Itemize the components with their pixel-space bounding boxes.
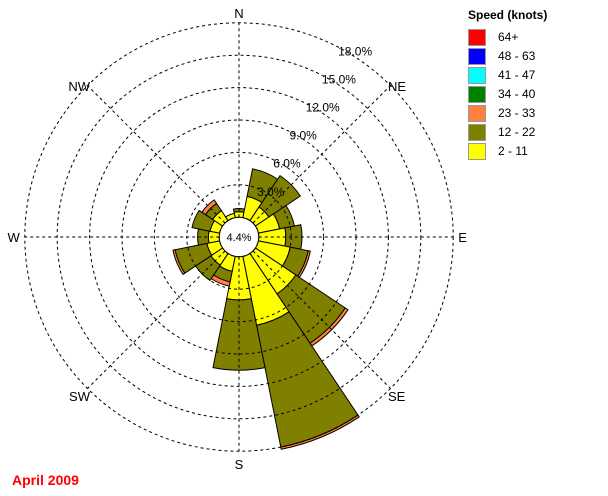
ring-12 (89, 87, 389, 387)
ring-label-12: 12.0% (306, 101, 340, 115)
direction-label-se: SE (388, 389, 406, 404)
chart-labels: N NE E SE S SW W NW 3.0% 6.0% 9.0% 12.0% 15.0% 18.0% 4… (8, 6, 468, 472)
legend-label: 23 - 33 (498, 106, 536, 120)
direction-label-w: W (8, 230, 21, 245)
sector-8-bin-1 (212, 298, 266, 371)
legend-label: 2 - 11 (498, 144, 528, 158)
ring-label-3: 3.0% (257, 185, 285, 199)
spoke-sw (87, 250, 226, 389)
direction-label-ne: NE (388, 79, 406, 94)
legend-label: 41 - 47 (498, 68, 536, 82)
spoke-se (252, 250, 391, 389)
direction-label-n: N (234, 6, 243, 21)
spoke-nw (87, 85, 226, 224)
spoke-ne (252, 85, 391, 224)
direction-label-s: S (235, 457, 244, 472)
sector-11-bin-2 (172, 249, 186, 276)
legend-title: Speed (knots) (468, 8, 548, 22)
direction-label-e: E (458, 230, 467, 245)
legend-swatch (468, 143, 486, 160)
ring-label-6: 6.0% (273, 157, 301, 171)
chart-footer-date: April 2009 (12, 472, 79, 488)
legend-swatch (468, 29, 486, 46)
legend-label: 34 - 40 (498, 87, 536, 101)
sector-15-bin-0 (224, 212, 236, 222)
ring-6 (153, 151, 325, 323)
direction-label-nw: NW (68, 79, 90, 94)
ring-label-18: 18.0% (338, 44, 372, 58)
ring-label-9: 9.0% (290, 129, 318, 143)
polar-grid (24, 22, 454, 452)
legend-label: 48 - 63 (498, 49, 536, 63)
legend-swatch (468, 86, 486, 103)
sector-4-bin-1 (284, 224, 303, 250)
direction-label-sw: SW (69, 389, 91, 404)
sector-13-bin-1 (191, 209, 216, 232)
legend-label: 64+ (498, 30, 519, 44)
wind-sectors (172, 168, 360, 450)
ring-label-15: 15.0% (322, 73, 356, 87)
legend-swatch (468, 105, 486, 122)
legend-swatch (468, 124, 486, 141)
legend-label: 12 - 22 (498, 125, 536, 139)
legend-swatch (468, 67, 486, 84)
legend-swatch (468, 48, 486, 65)
sector-7-bin-2 (280, 414, 360, 450)
calm-label: 4.4% (226, 232, 251, 244)
sector-14-bin-2 (201, 199, 218, 216)
